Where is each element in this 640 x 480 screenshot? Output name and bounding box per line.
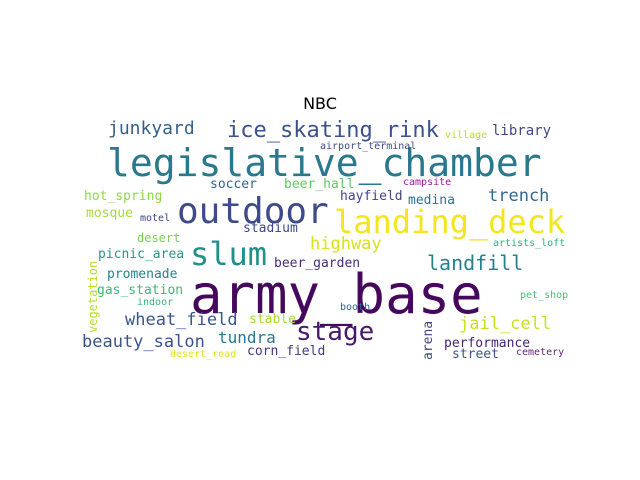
cloud-word: jail_cell (459, 314, 552, 334)
cloud-word: landing_deck (334, 203, 566, 241)
cloud-word: hot_spring (84, 189, 163, 204)
cloud-word: booth (340, 302, 371, 313)
cloud-word: army_base (190, 263, 483, 326)
cloud-word: cemetery (516, 347, 565, 358)
cloud-word: stadium (243, 221, 298, 236)
cloud-word: ice_skating_rink (227, 120, 439, 143)
cloud-word: stage (296, 317, 375, 347)
cloud-word: motel (140, 213, 171, 224)
cloud-word: gas_station (97, 283, 184, 298)
cloud-word: desert (137, 231, 181, 245)
cloud-word: stable (249, 312, 296, 327)
cloud-word: mosque (86, 206, 133, 221)
cloud-word: trench (488, 186, 550, 206)
cloud-word: legislative_chamber (107, 141, 542, 185)
cloud-word: indoor (137, 297, 174, 308)
chart-title: NBC (303, 94, 337, 113)
cloud-word: beer_garden (274, 256, 361, 271)
cloud-word: hayfield (340, 189, 403, 204)
cloud-word: desert_road (170, 349, 237, 360)
cloud-word: medina (408, 193, 455, 208)
cloud-word: campsite (403, 177, 452, 188)
cloud-word: slum (190, 235, 268, 273)
cloud-word: junkyard (108, 120, 195, 139)
cloud-word: beauty_salon (82, 332, 205, 352)
cloud-word: village (445, 130, 488, 141)
cloud-word: landfill (427, 251, 524, 275)
cloud-word: picnic_area (98, 247, 185, 262)
cloud-word: soccer (210, 177, 257, 192)
cloud-word: wheat_field (125, 310, 238, 330)
cloud-word: airport_terminal (320, 141, 417, 152)
cloud-word: pet_shop (520, 290, 568, 301)
cloud-word: arena (421, 320, 436, 360)
cloud-word: outdoor (177, 191, 329, 232)
cloud-word: vegetation (86, 260, 100, 333)
cloud-word: performance (444, 336, 531, 351)
cloud-word: promenade (107, 267, 178, 282)
cloud-word: beer_hall (284, 177, 355, 192)
cloud-word: street (452, 347, 499, 362)
cloud-word: library (492, 123, 552, 139)
cloud-word: highway (310, 234, 382, 254)
cloud-word: tundra (218, 328, 276, 347)
cloud-word: corn_field (247, 344, 326, 359)
cloud-word: artists_loft (493, 238, 566, 249)
